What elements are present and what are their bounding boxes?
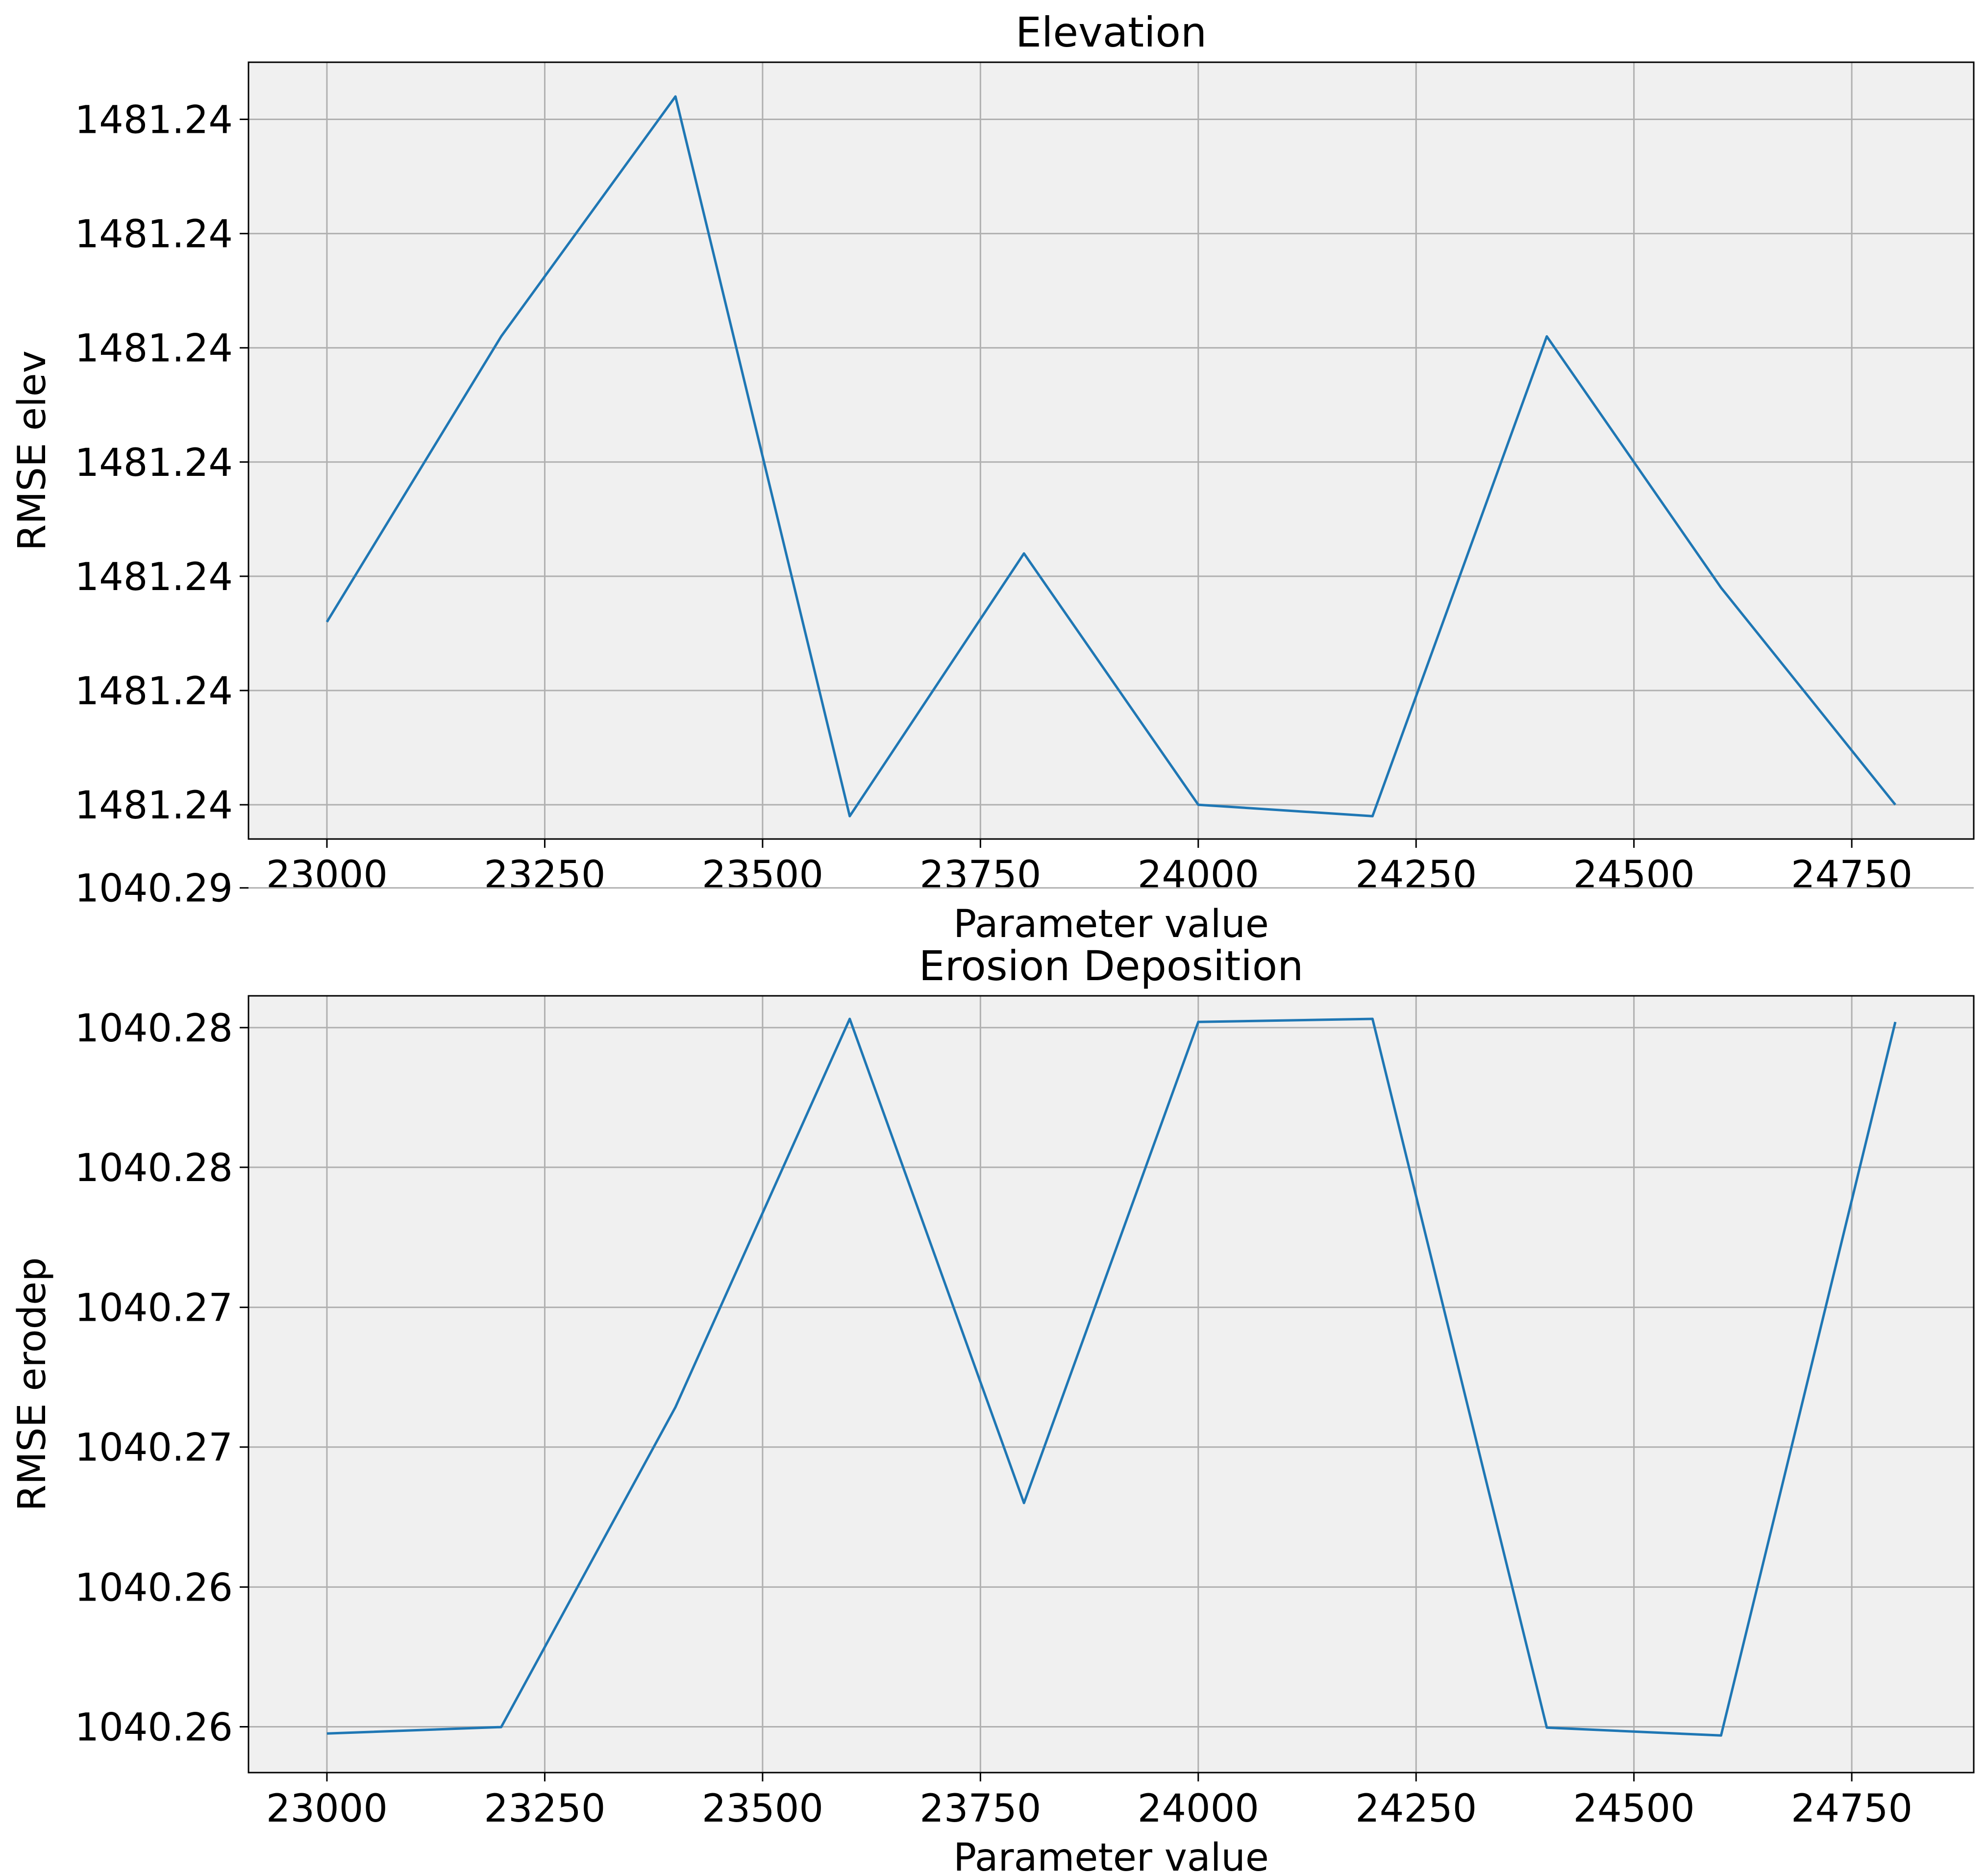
y-tick-label: 1040.29 xyxy=(74,867,233,911)
axes-frame xyxy=(248,61,1975,840)
x-tick-label: 24250 xyxy=(1355,853,1477,897)
series-line xyxy=(325,95,1896,817)
y-tick-label: 1040.28 xyxy=(74,1007,233,1051)
x-tick-label: 23250 xyxy=(484,853,605,897)
y-tick-label: 1040.26 xyxy=(74,1566,233,1610)
x-tick-label: 24750 xyxy=(1791,1787,1912,1831)
y-axis-label: RMSE elev xyxy=(10,350,54,551)
y-tick-label: 1040.26 xyxy=(74,1705,233,1750)
y-tick-label: 1040.28 xyxy=(74,1146,233,1190)
plot-area xyxy=(248,996,1974,1773)
chart-title: Elevation xyxy=(1016,8,1207,56)
y-tick-label: 1481.24 xyxy=(74,99,233,143)
x-tick-label: 24250 xyxy=(1355,1787,1477,1831)
x-tick-label: 23000 xyxy=(266,853,388,897)
plot-area xyxy=(248,62,1974,839)
x-tick-label: 23000 xyxy=(266,1787,388,1831)
x-tick-label: 23500 xyxy=(702,853,823,897)
y-tick-label: 1481.24 xyxy=(74,327,233,371)
y-tick-label: 1040.27 xyxy=(74,1286,233,1331)
y-tick-label: 1040.27 xyxy=(74,1426,233,1470)
erosion-deposition-chart: 23000 23250 23500 23750 24000 24250 24500 24750… xyxy=(10,867,1975,1876)
x-tick-label: 23500 xyxy=(702,1787,823,1831)
y-tick-label: 1481.24 xyxy=(74,669,233,714)
series-line xyxy=(326,1017,1897,1737)
x-tick-label: 23750 xyxy=(919,853,1041,897)
x-tick-label: 23750 xyxy=(919,1787,1041,1831)
y-axis-label: RMSE erodep xyxy=(10,1257,54,1511)
y-tick-label: 1481.24 xyxy=(74,441,233,485)
x-tick-label: 24750 xyxy=(1791,853,1912,897)
x-tick-label: 24000 xyxy=(1138,1787,1259,1831)
chart-title: Erosion Deposition xyxy=(919,942,1304,990)
x-axis-label: Parameter value xyxy=(953,902,1269,946)
x-tick-label: 23250 xyxy=(484,1787,605,1831)
x-tick-label: 24500 xyxy=(1573,853,1695,897)
elevation-chart: 23000 23250 23500 23750 24000 24250 24500 24750… xyxy=(10,8,1975,946)
y-tick-label: 1481.24 xyxy=(74,555,233,599)
x-tick-label: 24000 xyxy=(1138,853,1259,897)
grid xyxy=(248,62,1974,839)
y-tick-label: 1481.24 xyxy=(74,784,233,828)
x-tick-label: 24500 xyxy=(1573,1787,1695,1831)
axes-frame xyxy=(248,995,1975,1774)
y-tick-label: 1481.24 xyxy=(74,213,233,257)
x-axis-label: Parameter value xyxy=(953,1836,1269,1876)
